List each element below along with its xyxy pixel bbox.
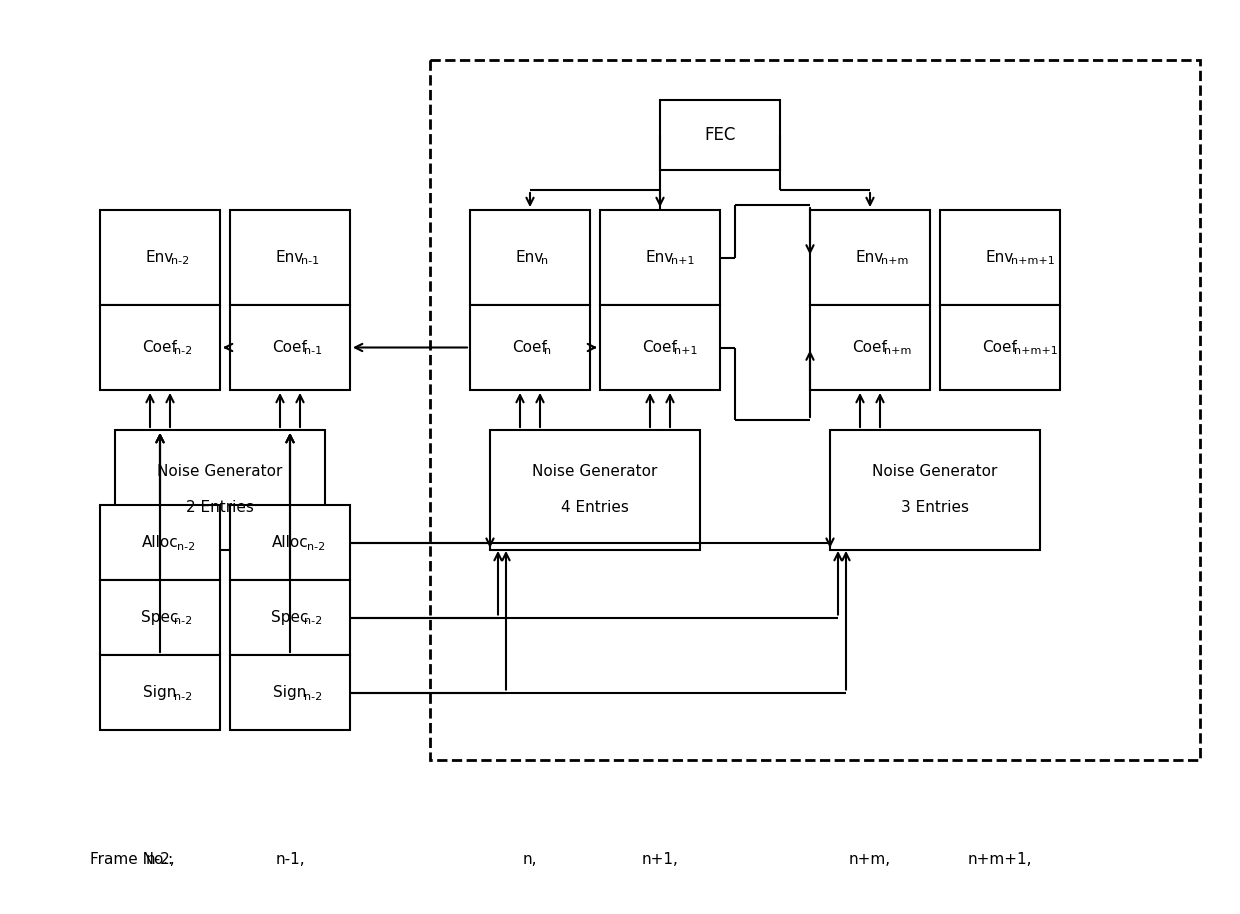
- Text: n-2: n-2: [304, 692, 322, 702]
- Text: n,: n,: [523, 853, 537, 867]
- Text: Env: Env: [275, 250, 304, 265]
- Text: n+m: n+m: [884, 346, 911, 356]
- Text: n-2: n-2: [308, 541, 325, 551]
- Bar: [830, 430, 1040, 550]
- Bar: [229, 580, 350, 655]
- Bar: [115, 430, 325, 550]
- Text: n: n: [541, 257, 548, 267]
- Text: Sign: Sign: [273, 685, 306, 700]
- Text: n+1,: n+1,: [641, 853, 678, 867]
- Text: Env: Env: [146, 250, 174, 265]
- Bar: [470, 210, 590, 305]
- Text: Coef: Coef: [143, 340, 177, 355]
- Bar: [229, 655, 350, 730]
- Bar: [229, 305, 350, 390]
- Bar: [490, 430, 701, 550]
- Bar: [100, 305, 219, 390]
- Bar: [229, 210, 350, 305]
- Bar: [100, 580, 219, 655]
- Text: n-2: n-2: [174, 617, 192, 626]
- Text: 2 Entries: 2 Entries: [186, 501, 254, 515]
- Bar: [470, 305, 590, 390]
- Text: Coef: Coef: [642, 340, 677, 355]
- Bar: [940, 305, 1060, 390]
- Bar: [600, 305, 720, 390]
- Text: Coef: Coef: [512, 340, 547, 355]
- Bar: [810, 305, 930, 390]
- Text: Env: Env: [516, 250, 544, 265]
- Bar: [100, 210, 219, 305]
- Text: n-1: n-1: [304, 346, 322, 356]
- Text: n+m+1: n+m+1: [1011, 257, 1055, 267]
- Text: Noise Generator: Noise Generator: [872, 464, 998, 480]
- Text: n+m: n+m: [882, 257, 909, 267]
- Text: n-2,: n-2,: [145, 853, 175, 867]
- Text: n-1: n-1: [301, 257, 319, 267]
- Text: Alloc: Alloc: [272, 535, 309, 550]
- Text: n+m+1,: n+m+1,: [967, 853, 1032, 867]
- Bar: [940, 210, 1060, 305]
- Text: n+1: n+1: [671, 257, 694, 267]
- Text: n-2: n-2: [174, 692, 192, 702]
- Bar: [600, 210, 720, 305]
- Text: FEC: FEC: [704, 126, 735, 144]
- Text: 3 Entries: 3 Entries: [901, 501, 968, 515]
- Text: Noise Generator: Noise Generator: [532, 464, 657, 480]
- Text: Spec: Spec: [272, 610, 309, 625]
- Text: n-2: n-2: [174, 346, 192, 356]
- Text: n-2: n-2: [177, 541, 196, 551]
- Text: n+m+1: n+m+1: [1014, 346, 1058, 356]
- Bar: [100, 655, 219, 730]
- Bar: [660, 100, 780, 170]
- Text: n-1,: n-1,: [275, 853, 305, 867]
- Text: n+m,: n+m,: [849, 853, 892, 867]
- Text: n: n: [544, 346, 552, 356]
- Text: Alloc: Alloc: [141, 535, 179, 550]
- Text: n+1: n+1: [675, 346, 698, 356]
- Text: Env: Env: [986, 250, 1014, 265]
- Text: n-2: n-2: [171, 257, 190, 267]
- Text: Frame No.:: Frame No.:: [91, 853, 174, 867]
- Text: Spec: Spec: [141, 610, 179, 625]
- Text: n-2: n-2: [304, 617, 322, 626]
- Bar: [229, 505, 350, 580]
- Text: Sign: Sign: [144, 685, 176, 700]
- Bar: [810, 210, 930, 305]
- Bar: [430, 60, 1200, 760]
- Text: Noise Generator: Noise Generator: [157, 464, 283, 480]
- Text: 4 Entries: 4 Entries: [560, 501, 629, 515]
- Text: Coef: Coef: [853, 340, 888, 355]
- Bar: [100, 505, 219, 580]
- Text: Coef: Coef: [273, 340, 308, 355]
- Text: Coef: Coef: [982, 340, 1018, 355]
- Text: Env: Env: [856, 250, 884, 265]
- Text: Env: Env: [646, 250, 675, 265]
